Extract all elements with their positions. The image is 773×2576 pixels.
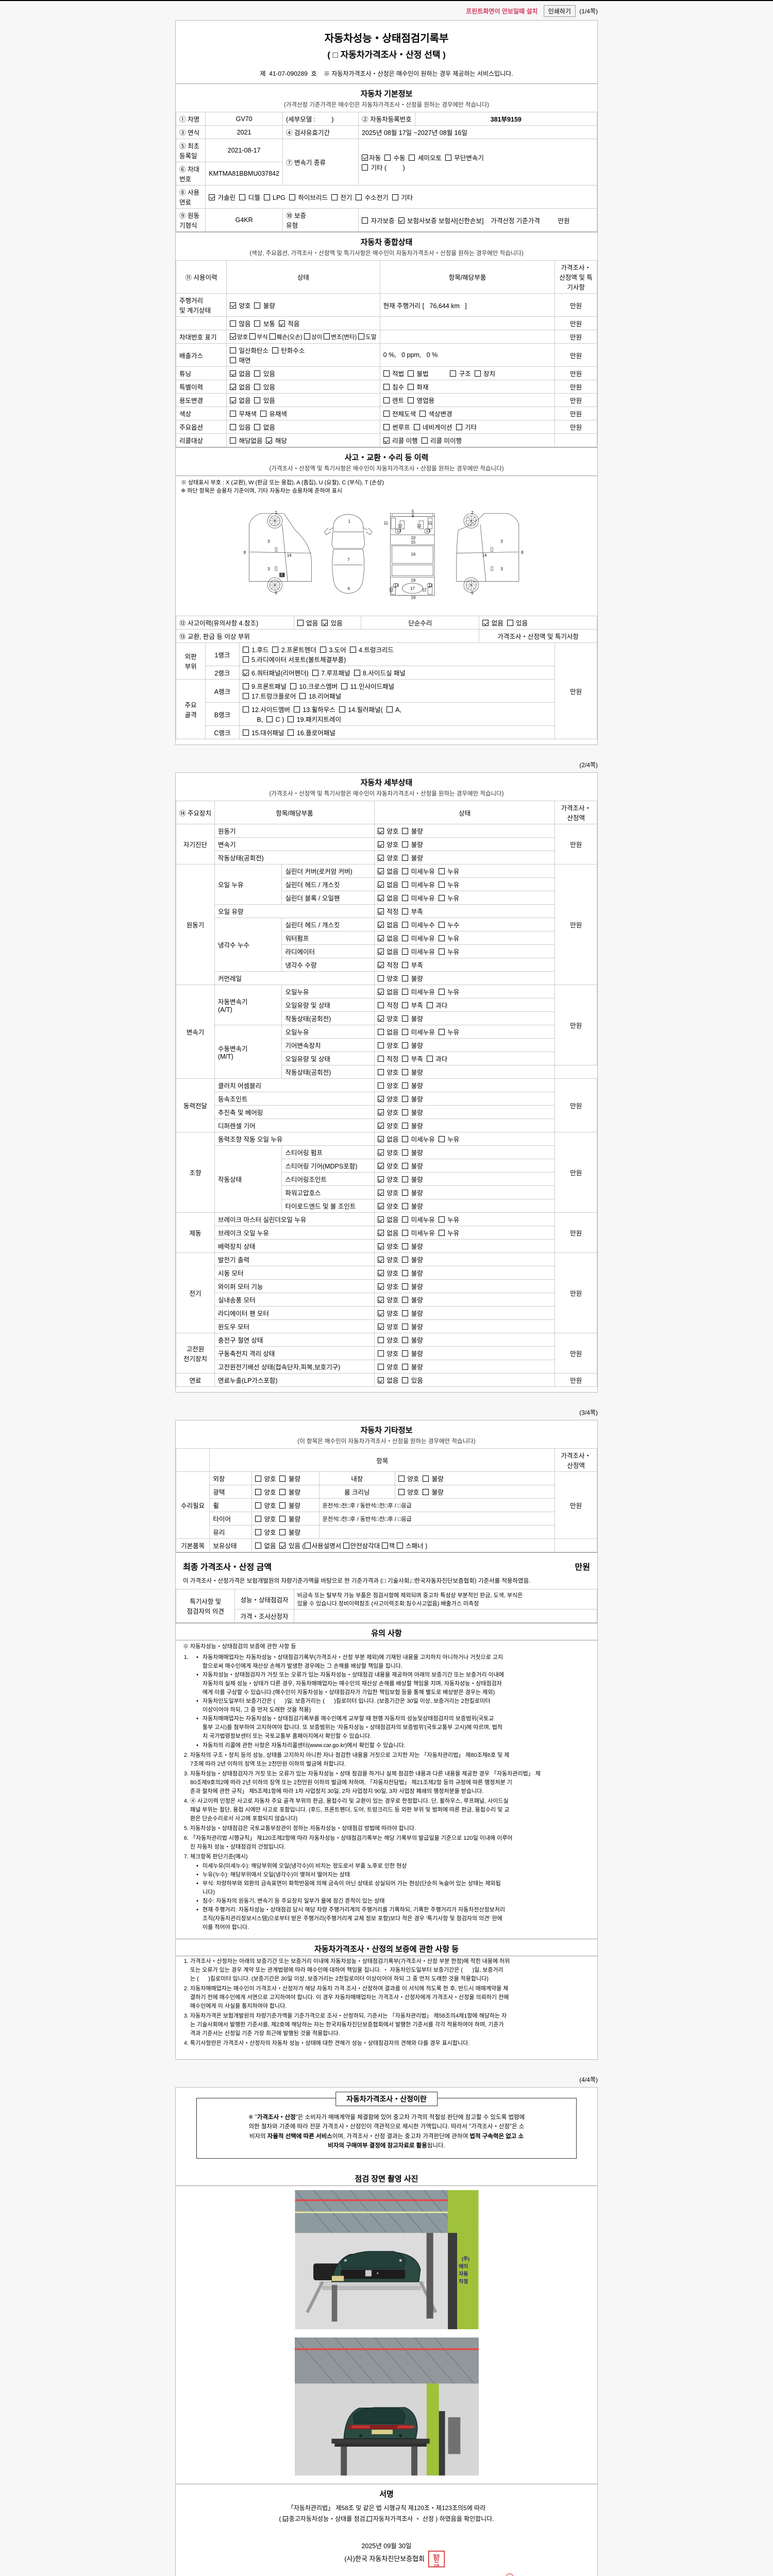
svg-text:2: 2 (471, 511, 473, 515)
svg-text:13: 13 (396, 529, 401, 533)
svg-text:10: 10 (411, 536, 415, 540)
svg-text:(주): (주) (461, 2256, 469, 2262)
svg-text:9: 9 (411, 514, 413, 518)
svg-text:민: 민 (434, 2556, 439, 2564)
svg-text:12: 12 (422, 588, 426, 592)
svg-text:18: 18 (411, 596, 415, 600)
svg-text:19: 19 (411, 578, 415, 583)
svg-text:15: 15 (411, 540, 415, 545)
svg-text:11: 11 (383, 521, 388, 526)
svg-text:인증: 인증 (433, 2563, 439, 2567)
svg-text:2: 2 (275, 511, 277, 515)
svg-text:11: 11 (428, 521, 432, 526)
svg-text:13: 13 (426, 529, 430, 533)
svg-text:자동: 자동 (458, 2270, 468, 2277)
svg-text:16: 16 (411, 552, 415, 557)
svg-text:에이: 에이 (458, 2263, 468, 2269)
svg-text:4: 4 (347, 586, 350, 591)
svg-text:6: 6 (275, 590, 277, 595)
svg-text:5: 5 (411, 509, 414, 514)
svg-text:14: 14 (287, 553, 291, 558)
svg-text:17: 17 (410, 586, 415, 591)
svg-text:3: 3 (267, 567, 270, 571)
svg-text:6: 6 (471, 590, 474, 595)
svg-text:8: 8 (243, 550, 246, 555)
svg-text:1: 1 (348, 519, 350, 523)
svg-text:7: 7 (347, 557, 349, 562)
svg-text:3: 3 (267, 539, 270, 544)
svg-text:X: X (280, 572, 283, 577)
svg-text:3: 3 (500, 539, 503, 544)
svg-text:차정: 차정 (458, 2278, 468, 2285)
svg-text:8: 8 (521, 550, 524, 555)
svg-text:3: 3 (500, 567, 503, 571)
svg-text:14: 14 (482, 553, 486, 558)
